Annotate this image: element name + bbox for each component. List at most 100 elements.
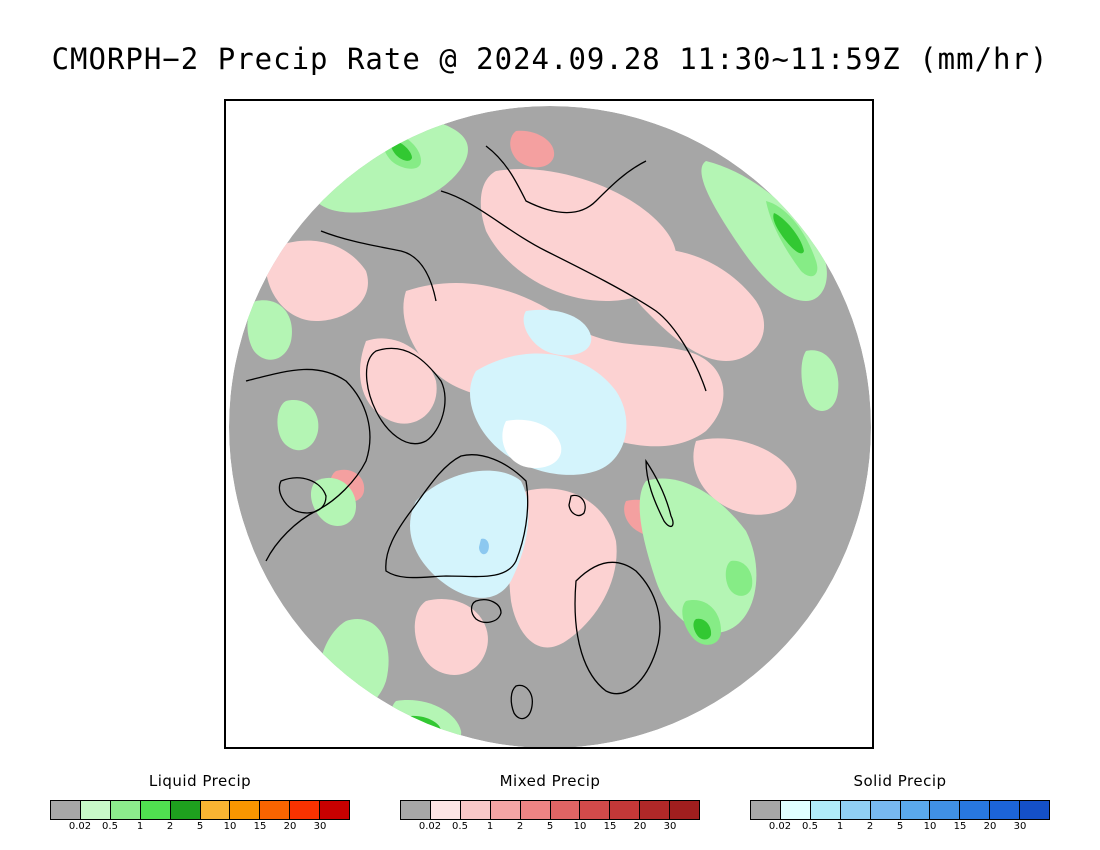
legend-tick-label: 5 <box>546 821 554 832</box>
legend-swatch <box>840 801 871 819</box>
legend-tick-label: 10 <box>573 821 587 832</box>
legend-swatch <box>230 801 261 819</box>
legend-tick-label: 1 <box>136 821 144 832</box>
novaya-zemlya-coast <box>645 458 674 528</box>
scandinavia-coast <box>574 561 661 695</box>
solid-area <box>523 309 592 356</box>
legend-swatch <box>780 801 811 819</box>
map-frame <box>224 99 874 749</box>
legend-tick-label: 0.02 <box>68 821 92 832</box>
legend-tick-label: 15 <box>253 821 267 832</box>
legend-swatch <box>430 801 461 819</box>
liquid-precip-areas <box>247 117 839 746</box>
solid-area <box>410 470 529 598</box>
liquid-area <box>801 350 839 411</box>
east-siberia-coast <box>485 145 647 214</box>
legend-swatch <box>200 801 231 819</box>
legend-swatch <box>810 801 841 819</box>
legend-tick-label: 30 <box>663 821 677 832</box>
solid-area <box>479 538 489 555</box>
legend-swatch <box>320 801 350 819</box>
legend-tick-label: 20 <box>283 821 297 832</box>
legend-tick-label: 0.5 <box>102 821 118 832</box>
legend-ticks-liquid: 0.02 0.5 1 2 5 10 15 20 30 <box>50 821 350 835</box>
legend-swatch <box>110 801 141 819</box>
legend-ticks-solid: 0.02 0.5 1 2 5 10 15 20 30 <box>750 821 1050 835</box>
liquid-area <box>639 478 757 633</box>
legend-swatch <box>900 801 931 819</box>
legend-swatch <box>490 801 521 819</box>
liquid-area <box>701 161 827 301</box>
legend-swatch <box>960 801 991 819</box>
legend-bar-mixed <box>400 800 700 820</box>
mixed-area <box>510 130 555 168</box>
legend-swatch <box>140 801 171 819</box>
legend-tick-label: 10 <box>223 821 237 832</box>
legend-tick-label: 1 <box>836 821 844 832</box>
legend-tick-label: 0.5 <box>452 821 468 832</box>
legend-swatch <box>260 801 291 819</box>
siberia-coast <box>440 190 707 392</box>
legend-swatch <box>670 801 700 819</box>
legend-tick-label: 30 <box>1013 821 1027 832</box>
legend-swatch <box>870 801 901 819</box>
legend-swatch <box>1020 801 1050 819</box>
canada-mainland-coast <box>245 368 371 562</box>
legend-swatch <box>80 801 111 819</box>
mixed-area <box>265 240 368 321</box>
liquid-area <box>773 213 804 254</box>
legend-tick-label: 2 <box>166 821 174 832</box>
legend-swatch <box>290 801 321 819</box>
hudson-bay-coast <box>278 477 327 514</box>
greenland-coast <box>385 454 529 579</box>
legend-bar-liquid <box>50 800 350 820</box>
legend-swatch <box>170 801 201 819</box>
svalbard-coast <box>568 494 586 517</box>
mixed-area <box>622 248 765 361</box>
mixed-area <box>509 488 617 648</box>
legend-tick-label: 15 <box>603 821 617 832</box>
british-isles-coast <box>510 684 533 720</box>
canadian-archipelago-coast <box>365 347 446 445</box>
legend-swatch <box>640 801 671 819</box>
liquid-area <box>391 141 412 161</box>
liquid-area <box>725 560 753 596</box>
mixed-area <box>414 599 488 675</box>
legend-tick-label: 5 <box>896 821 904 832</box>
legend-title-mixed: Mixed Precip <box>499 772 601 790</box>
legend-tick-label: 5 <box>196 821 204 832</box>
iceland-coast <box>470 599 502 624</box>
solid-area <box>502 419 562 469</box>
legend-swatch <box>460 801 491 819</box>
legend-swatch <box>550 801 581 819</box>
solid-precip-areas <box>410 309 627 598</box>
legend-bar-solid <box>750 800 1050 820</box>
legend-tick-label: 2 <box>516 821 524 832</box>
legend-swatch <box>51 801 81 819</box>
legend-solid: Solid Precip 0.02 0.5 1 2 5 10 15 20 30 <box>750 772 1050 835</box>
legend-tick-label: 15 <box>953 821 967 832</box>
legend-tick-label: 20 <box>983 821 997 832</box>
legend-tick-label: 20 <box>633 821 647 832</box>
alaska-coast <box>320 230 437 302</box>
liquid-area <box>247 300 292 360</box>
legend-tick-label: 0.5 <box>802 821 818 832</box>
legend-swatch <box>930 801 961 819</box>
legend-tick-label: 30 <box>313 821 327 832</box>
legend-tick-label: 2 <box>866 821 874 832</box>
legend-title-solid: Solid Precip <box>853 772 947 790</box>
legend-tick-label: 1 <box>486 821 494 832</box>
legend-mixed: Mixed Precip 0.02 0.5 1 2 5 10 15 20 30 <box>400 772 700 835</box>
mixed-area <box>693 438 797 515</box>
legend-tick-label: 10 <box>923 821 937 832</box>
legend-tick-label: 0.02 <box>768 821 792 832</box>
legend-swatch <box>401 801 431 819</box>
legend-ticks-mixed: 0.02 0.5 1 2 5 10 15 20 30 <box>400 821 700 835</box>
liquid-area <box>693 618 712 640</box>
polar-stereographic-map <box>226 101 872 747</box>
legend-tick-label: 0.02 <box>418 821 442 832</box>
liquid-area <box>277 400 319 451</box>
legend-swatch <box>751 801 781 819</box>
legend-swatch <box>990 801 1021 819</box>
legend-swatch <box>610 801 641 819</box>
